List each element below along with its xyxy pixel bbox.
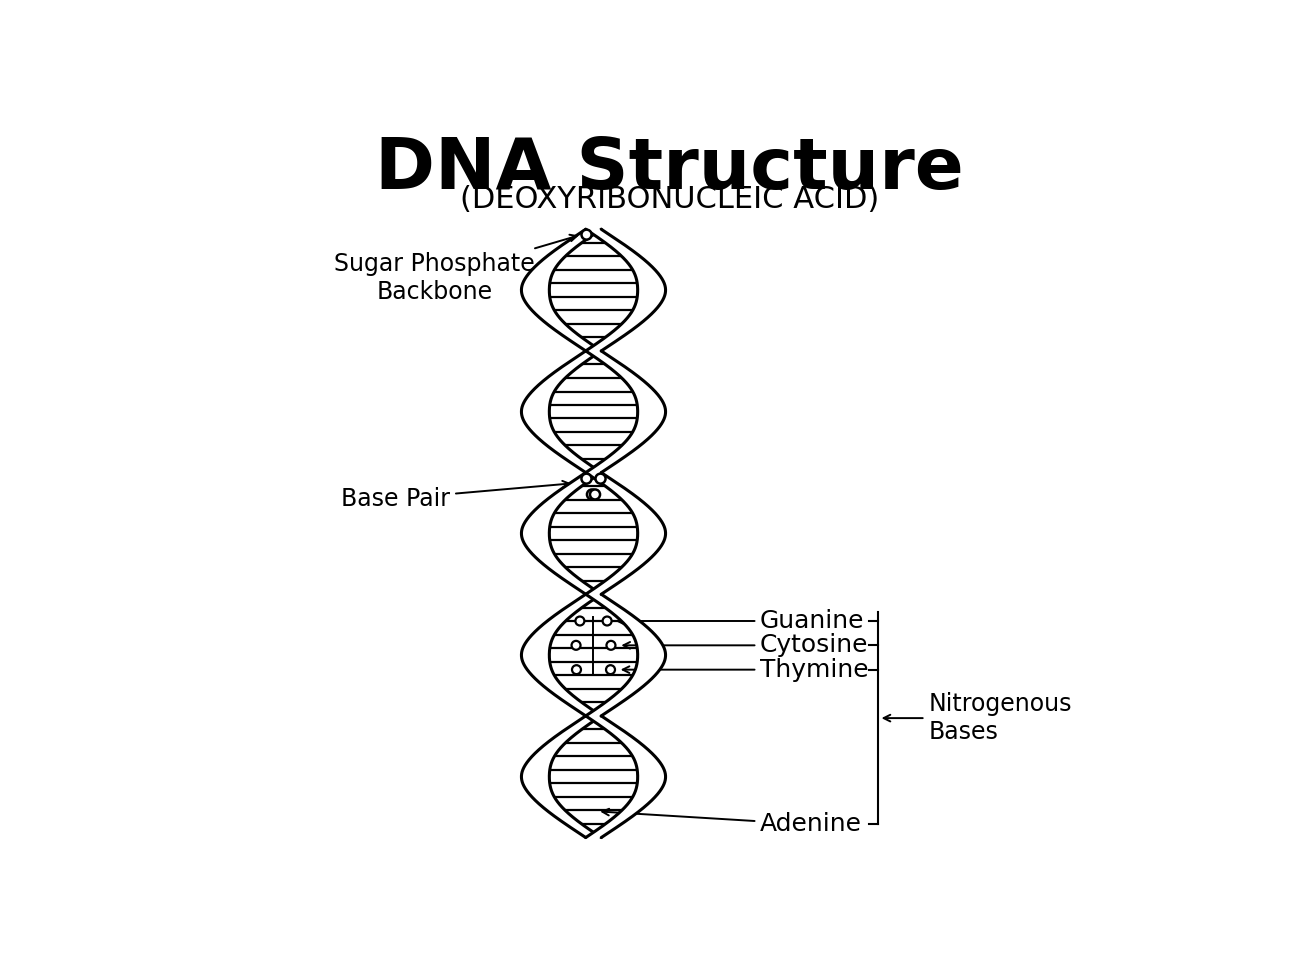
Circle shape [572,665,582,674]
Polygon shape [586,594,665,716]
Text: (DEOXYRIBONUCLEIC ACID): (DEOXYRIBONUCLEIC ACID) [460,184,880,214]
Circle shape [575,616,584,625]
Circle shape [582,473,592,484]
Circle shape [587,489,597,500]
Circle shape [589,489,600,500]
Polygon shape [521,351,601,472]
Text: Base Pair: Base Pair [341,481,569,511]
Polygon shape [521,472,601,594]
Text: Sugar Phosphate
Backbone: Sugar Phosphate Backbone [335,235,576,304]
Text: Thymine: Thymine [622,658,869,682]
Circle shape [596,473,605,484]
Text: Guanine: Guanine [618,609,865,633]
Text: DNA Structure: DNA Structure [375,134,965,204]
Text: Nitrogenous
Bases: Nitrogenous Bases [884,692,1072,744]
Circle shape [571,641,580,650]
Circle shape [606,665,616,674]
Text: Cytosine: Cytosine [623,633,869,658]
Polygon shape [586,229,665,351]
Circle shape [582,229,592,240]
Polygon shape [521,229,601,351]
Polygon shape [586,472,665,594]
Polygon shape [521,716,601,838]
Circle shape [603,616,612,625]
Text: Adenine: Adenine [603,808,863,837]
Circle shape [606,641,616,650]
Polygon shape [586,351,665,472]
Polygon shape [521,594,601,716]
Polygon shape [586,716,665,838]
